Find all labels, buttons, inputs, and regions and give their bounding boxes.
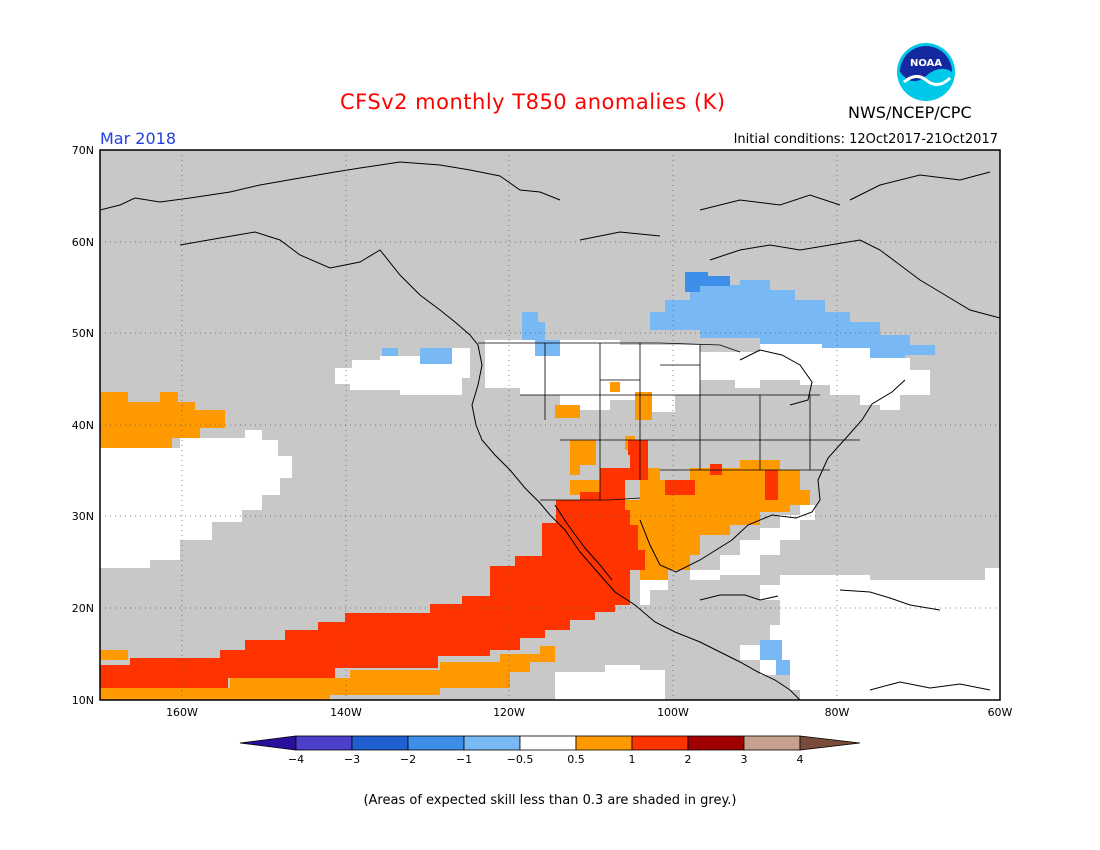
warm-anomaly-texas — [628, 440, 778, 500]
legend-swatch — [743, 735, 801, 751]
lon-label: 80W — [825, 706, 850, 719]
longitude-labels: 160W 140W 120W 100W 80W 60W — [166, 706, 1012, 719]
legend-swatch — [519, 735, 577, 751]
neutral-region-west — [335, 348, 470, 395]
lat-label: 50N — [72, 327, 94, 340]
legend-arrow-low — [239, 735, 297, 751]
color-legend: −4 −3 −2 −1 −0.5 0.5 1 2 3 4 — [239, 735, 861, 766]
initial-conditions: Initial conditions: 12Oct2017-21Oct2017 — [733, 132, 998, 147]
lon-label: 60W — [988, 706, 1013, 719]
legend-tick-label: 4 — [797, 753, 804, 766]
legend-tick-label: −4 — [288, 753, 304, 766]
legend-swatch — [295, 735, 353, 751]
legend-swatch — [687, 735, 745, 751]
legend-swatch — [463, 735, 521, 751]
warm-anomaly-pacific-north — [100, 392, 225, 448]
lat-label: 20N — [72, 602, 94, 615]
lon-label: 160W — [166, 706, 198, 719]
chart-title: CFSv2 monthly T850 anomalies (K) — [340, 90, 726, 114]
lon-label: 140W — [330, 706, 362, 719]
legend-swatch — [407, 735, 465, 751]
legend-tick-label: −2 — [400, 753, 416, 766]
neutral-region-conus — [485, 338, 930, 412]
footnote: (Areas of expected skill less than 0.3 a… — [363, 793, 737, 808]
warm-anomaly-pacific-south — [100, 646, 555, 700]
legend-tick-label: −0.5 — [507, 753, 534, 766]
legend-tick-label: 1 — [629, 753, 636, 766]
lat-label: 40N — [72, 419, 94, 432]
neutral-region-gulf — [690, 505, 815, 580]
coastlines — [100, 161, 1000, 700]
legend-swatch — [351, 735, 409, 751]
legend-tick-label: 2 — [685, 753, 692, 766]
noaa-logo: NOAA — [897, 43, 955, 101]
cool-anomaly-central-america — [760, 640, 790, 675]
legend-tick-label: −3 — [344, 753, 360, 766]
agency-label: NWS/NCEP/CPC — [848, 103, 972, 122]
map-frame — [99, 149, 1001, 701]
legend-swatch — [575, 735, 633, 751]
legend-swatch — [631, 735, 689, 751]
logo-text: NOAA — [910, 58, 942, 69]
lat-label: 70N — [72, 144, 94, 157]
neutral-region-caribbean — [740, 568, 1000, 700]
warm-anomaly-main-band — [100, 455, 648, 688]
legend-tick-label: 0.5 — [567, 753, 585, 766]
lat-label: 30N — [72, 510, 94, 523]
forecast-month: Mar 2018 — [100, 129, 176, 148]
warm-anomaly-central-us — [555, 382, 652, 475]
neutral-region-pacific — [100, 430, 292, 568]
warm-anomaly-south-us — [570, 460, 810, 580]
cool-anomaly-nw — [522, 312, 560, 356]
cool-anomaly-hudson — [685, 272, 730, 292]
lat-label: 60N — [72, 236, 94, 249]
legend-tick-label: 3 — [741, 753, 748, 766]
neutral-region-mexico — [640, 580, 668, 605]
lon-label: 100W — [657, 706, 689, 719]
latitude-labels: 70N 60N 50N 40N 30N 20N 10N — [72, 144, 94, 707]
legend-arrow-high — [799, 735, 861, 751]
graticule — [100, 150, 1000, 700]
neutral-region-south — [555, 665, 665, 700]
legend-tick-label: −1 — [456, 753, 472, 766]
lon-label: 120W — [493, 706, 525, 719]
political-borders — [478, 342, 860, 501]
cool-anomaly-pacific — [382, 348, 452, 364]
cool-anomaly-canada — [650, 280, 935, 358]
lat-label: 10N — [72, 694, 94, 707]
